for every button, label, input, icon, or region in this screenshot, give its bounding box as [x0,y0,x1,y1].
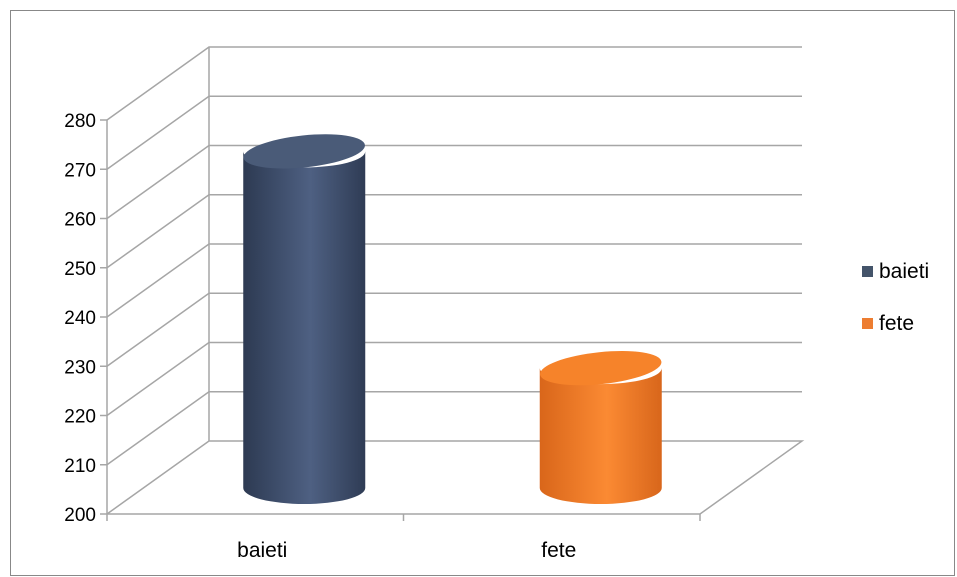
gridline [106,144,802,220]
legend: baieti fete [862,260,929,335]
axes [100,47,805,521]
gridline [106,391,802,466]
y-tick-label: 260 [64,210,96,231]
gridline [106,292,802,367]
y-tick-label: 280 [64,111,96,132]
gridline [106,341,802,417]
floor-outline [106,440,805,515]
legend-label: baieti [879,260,929,283]
gridline [106,95,802,170]
cylinder-body [243,151,366,504]
cylinder-top [243,134,365,169]
gridline [106,243,802,318]
x-category-label: baieti [237,539,287,562]
gridline [106,194,802,269]
y-tick-label: 230 [64,357,96,378]
legend-swatch [862,318,873,329]
gridlines [106,46,802,466]
legend-label: fete [879,312,914,335]
y-tick-label: 240 [64,308,96,329]
cylinder-top [540,350,662,386]
y-tick-label: 210 [64,456,96,477]
cylinder-bar [539,350,662,504]
cylinder-bar [243,134,366,504]
cylinder-body [539,368,662,504]
y-tick-label: 200 [64,505,96,526]
legend-swatch [862,266,873,277]
y-tick-label: 270 [64,160,96,181]
x-category-label: fete [541,539,576,562]
y-tick-label: 250 [64,259,96,280]
bars [243,134,662,504]
axis-labels: 200 210 220 230 240 250 260 270 280 baieti fete [64,111,576,562]
y-tick-label: 220 [64,407,96,428]
gridline [106,46,802,121]
